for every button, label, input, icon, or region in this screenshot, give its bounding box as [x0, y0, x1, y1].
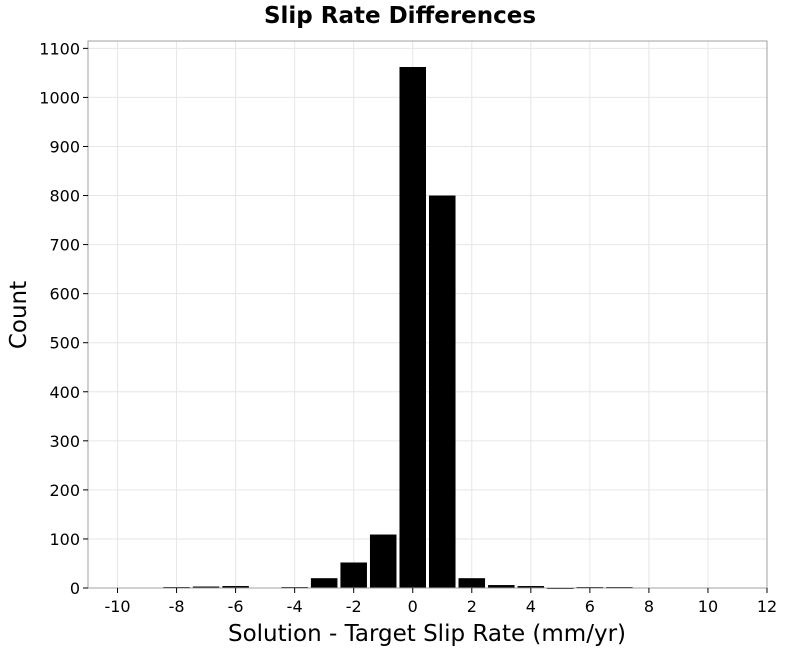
y-tick-label: 0: [70, 579, 80, 598]
histogram-bar: [458, 578, 486, 588]
y-tick-label: 1000: [39, 88, 80, 107]
histogram-bar: [310, 578, 338, 588]
x-tick-label: -4: [287, 597, 303, 616]
x-tick-label: -2: [346, 597, 362, 616]
plot-frame: [87, 40, 768, 589]
y-tick-label: 900: [49, 137, 80, 156]
y-tick-label: 500: [49, 334, 80, 353]
x-tick-label: 8: [644, 597, 654, 616]
y-tick-label: 600: [49, 285, 80, 304]
histogram-bar: [192, 586, 220, 589]
histogram-bar: [340, 562, 367, 588]
x-tick-label: 10: [698, 597, 718, 616]
histogram-bar: [369, 534, 397, 588]
x-tick-label: 4: [526, 597, 536, 616]
y-tick-label: 800: [49, 187, 80, 206]
histogram-bar: [222, 586, 249, 588]
x-tick-label: 0: [408, 597, 418, 616]
histogram-bar: [399, 67, 426, 588]
histogram-bar: [517, 586, 545, 588]
y-axis-ticks: 0 100 200 300 400 500 600 700 800 900 1000 1100: [39, 39, 88, 598]
y-tick-label: 700: [49, 236, 80, 255]
x-tick-label: 6: [585, 597, 595, 616]
chart-title: Slip Rate Differences: [264, 3, 536, 29]
x-tick-label: -10: [104, 597, 130, 616]
histogram-bar: [488, 585, 515, 588]
bars: [163, 67, 633, 590]
grid-lines: [88, 41, 768, 589]
x-tick-label: -6: [228, 597, 244, 616]
y-tick-label: 400: [49, 383, 80, 402]
x-tick-label: -8: [169, 597, 185, 616]
x-tick-label: 12: [757, 597, 777, 616]
y-axis-label: Count: [6, 281, 32, 349]
x-axis-label: Solution - Target Slip Rate (mm/yr): [228, 621, 626, 647]
y-tick-label: 200: [49, 481, 80, 500]
histogram-bar: [429, 195, 456, 588]
y-tick-label: 300: [49, 432, 80, 451]
x-tick-label: 2: [467, 597, 477, 616]
y-tick-label: 1100: [39, 39, 80, 58]
y-tick-label: 100: [49, 530, 80, 549]
x-axis-ticks: -10 -8 -6 -4 -2 0 2 4 6 8 10 12: [104, 588, 777, 616]
